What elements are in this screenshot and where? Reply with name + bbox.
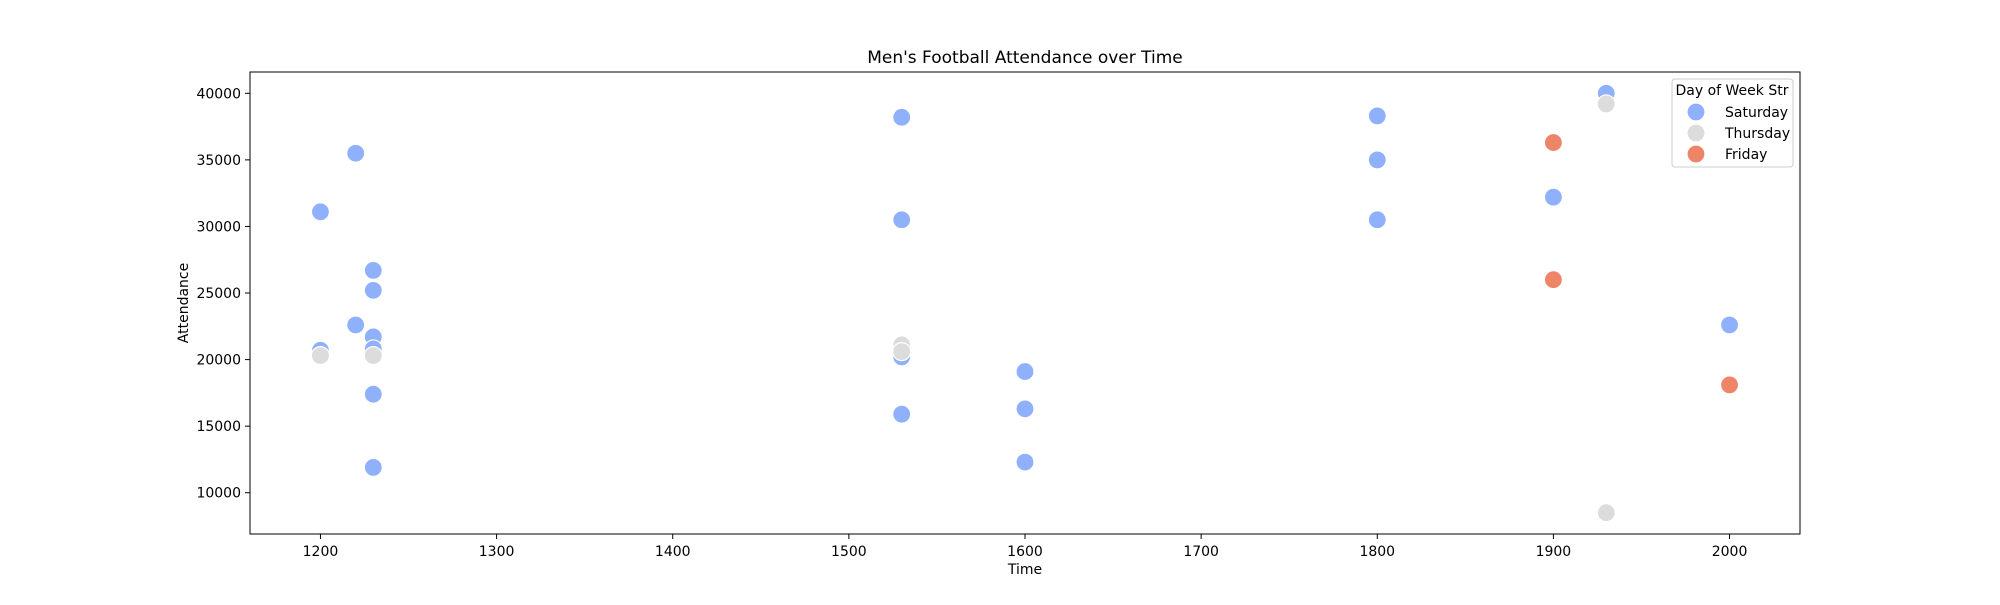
y-tick-label: 20000 (196, 353, 241, 369)
data-point-saturday (1015, 361, 1035, 382)
legend-items: Saturday Thursday Friday (1686, 102, 1790, 164)
data-point-thursday (1596, 94, 1616, 114)
x-tick-label: 1200 (303, 544, 339, 560)
y-tick-label: 25000 (196, 286, 241, 302)
data-point-saturday (1015, 452, 1035, 472)
data-point-saturday (1367, 210, 1387, 230)
data-point-saturday (363, 384, 383, 404)
data-point-saturday (363, 260, 383, 280)
x-tick-label: 1500 (831, 544, 867, 560)
points-layer (310, 83, 1740, 523)
data-point-saturday (346, 315, 366, 335)
x-tick-label: 1600 (1007, 544, 1043, 560)
x-axis-label: Time (1007, 562, 1042, 578)
y-tick-label: 35000 (196, 153, 241, 169)
x-tick-label: 1400 (655, 544, 691, 560)
y-tick-label: 15000 (196, 419, 241, 435)
data-point-saturday (346, 143, 366, 163)
data-point-saturday (1719, 315, 1740, 335)
legend-marker-thursday (1686, 123, 1706, 143)
x-tick-label: 1900 (1536, 544, 1572, 560)
legend: Day of Week Str Saturday Thursday Friday (1671, 78, 1794, 168)
legend-title: Day of Week Str (1676, 83, 1789, 99)
data-point-saturday (1367, 150, 1387, 170)
x-tick-label: 1300 (479, 544, 515, 560)
x-tick-label: 1700 (1183, 544, 1219, 560)
data-point-friday (1719, 375, 1740, 395)
data-point-saturday (1543, 187, 1564, 207)
legend-marker-saturday (1686, 102, 1706, 122)
y-tick-label: 40000 (196, 86, 241, 102)
y-tick-label: 10000 (196, 486, 241, 502)
data-point-thursday (310, 345, 331, 366)
data-point-friday (1543, 132, 1564, 153)
y-axis-label: Attendance (176, 263, 192, 343)
data-point-saturday (892, 404, 912, 424)
legend-marker-friday (1686, 144, 1706, 164)
legend-label-friday: Friday (1725, 147, 1767, 163)
data-point-thursday (1596, 503, 1616, 523)
data-point-saturday (1367, 106, 1387, 126)
data-point-saturday (892, 210, 912, 230)
data-point-saturday (892, 107, 912, 127)
data-point-saturday (310, 202, 331, 222)
y-axis-ticks: 10000 15000 20000 25000 30000 35000 40000 (196, 86, 250, 502)
y-tick-label: 30000 (196, 219, 241, 235)
data-point-saturday (1015, 399, 1035, 419)
x-tick-label: 1800 (1359, 544, 1395, 560)
data-point-thursday (363, 345, 383, 366)
data-point-saturday (363, 280, 383, 300)
x-tick-label: 2000 (1712, 544, 1748, 560)
data-point-thursday (892, 341, 912, 362)
legend-label-saturday: Saturday (1725, 105, 1788, 121)
chart-title: Men's Football Attendance over Time (867, 48, 1183, 68)
data-point-friday (1543, 270, 1564, 290)
legend-box (1671, 78, 1794, 168)
legend-label-thursday: Thursday (1724, 126, 1790, 142)
data-point-saturday (363, 457, 383, 478)
x-axis-ticks: 1200 1300 1400 1500 1600 1700 1800 1900 2000 (303, 534, 1748, 560)
